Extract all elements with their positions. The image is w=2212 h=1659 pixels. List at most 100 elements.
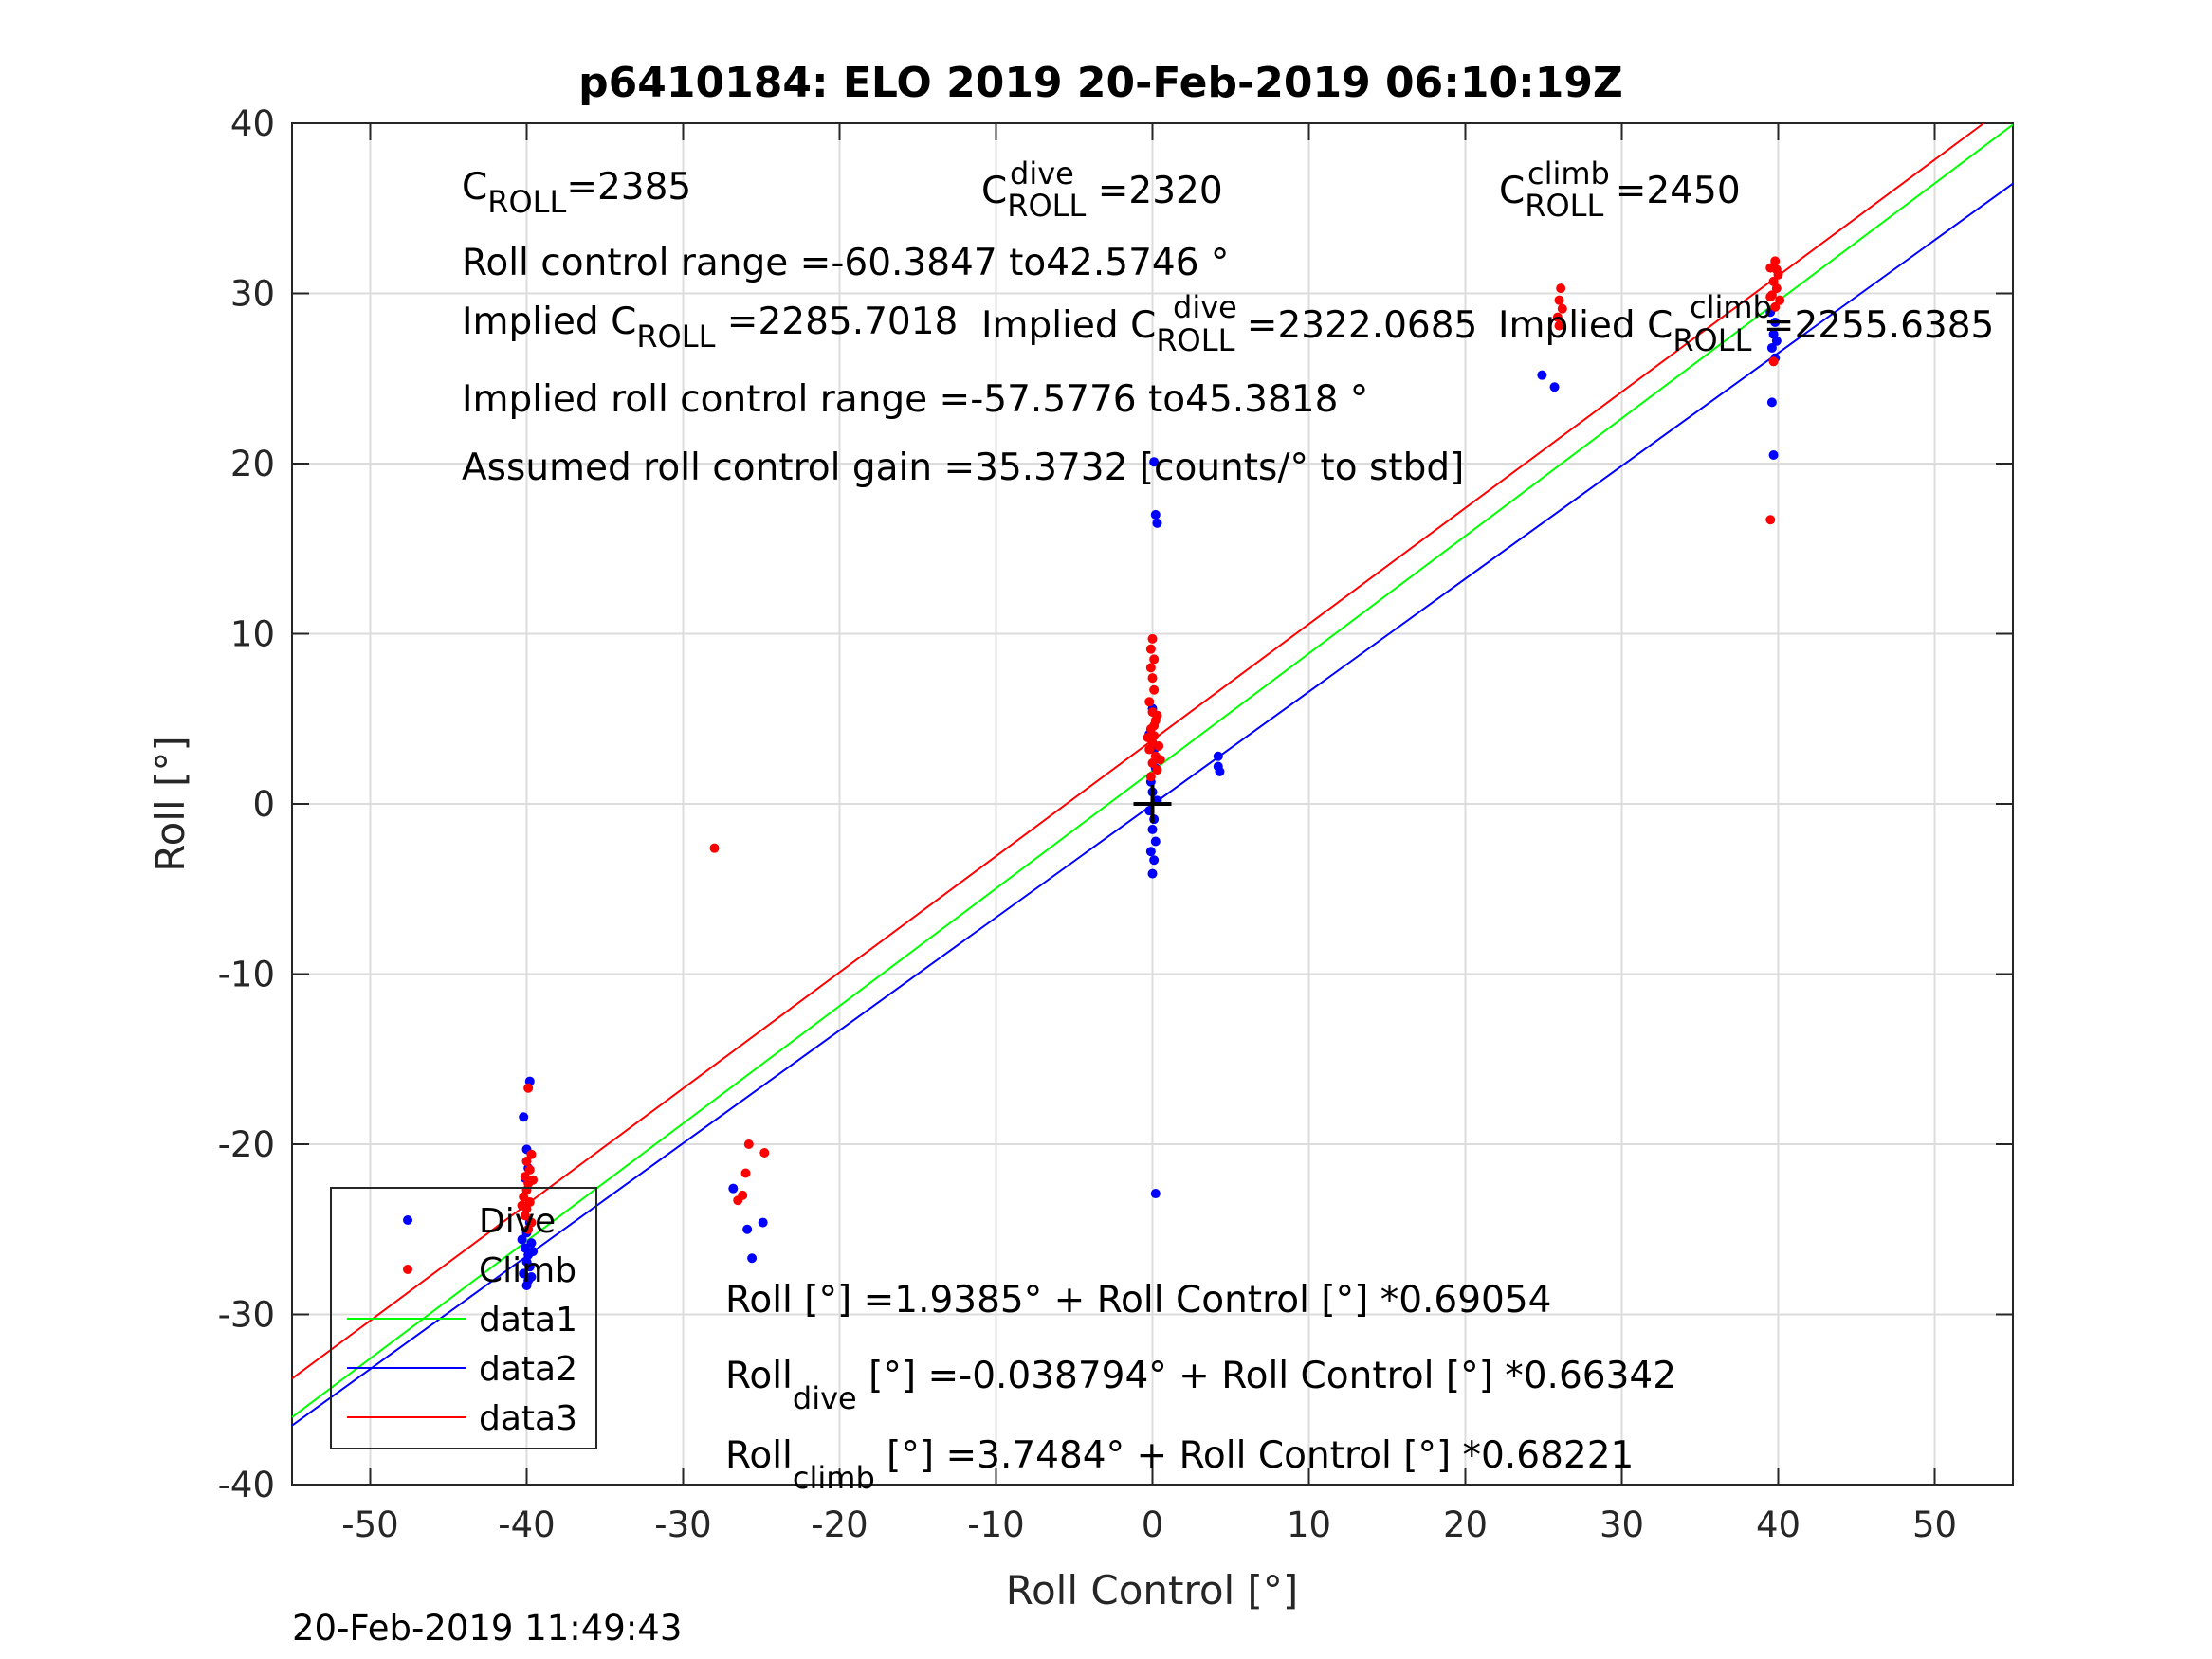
y-tick-label: 40: [230, 103, 275, 144]
point-climb: [1554, 295, 1564, 305]
y-tick-label: 30: [230, 274, 275, 315]
legend-marker-dive: [403, 1215, 412, 1225]
point-climb: [523, 1083, 534, 1093]
point-climb: [1765, 515, 1776, 525]
legend-label-data3: data3: [479, 1399, 577, 1438]
c-roll-annotation: CROLL=2385: [462, 166, 691, 220]
point-dive: [742, 1224, 753, 1234]
x-tick-label: -50: [341, 1504, 398, 1545]
point-dive: [1152, 518, 1162, 528]
implied-c-roll-dive-superscript: dive: [1173, 289, 1237, 325]
point-dive: [1766, 342, 1777, 353]
point-dive: [1768, 450, 1779, 461]
point-climb: [743, 1139, 754, 1149]
implied-c-roll-climb: Implied CROLL =2255.6385: [1498, 304, 1994, 358]
point-dive: [519, 1268, 529, 1279]
point-dive: [526, 1272, 537, 1283]
point-climb: [1144, 697, 1155, 707]
point-climb: [523, 1224, 534, 1234]
point-climb: [1770, 301, 1781, 312]
point-dive: [528, 1247, 539, 1257]
point-dive: [524, 1262, 535, 1272]
point-climb: [759, 1147, 770, 1158]
point-dive: [1150, 1189, 1161, 1199]
x-tick-label: 40: [1756, 1504, 1801, 1545]
y-tick-label: 10: [230, 614, 275, 655]
point-climb: [1554, 320, 1564, 331]
x-tick-label: 50: [1912, 1504, 1957, 1545]
chart-title: p6410184: ELO 2019 20-Feb-2019 06:10:19Z: [578, 59, 1623, 107]
fit-equation-dive: Rolldive [°] =-0.038794° + Roll Control …: [725, 1355, 1676, 1416]
c-roll-climb-superscript: climb: [1527, 155, 1610, 191]
point-climb: [1557, 303, 1567, 314]
legend: Dive Climb data1 data2 data3: [330, 1187, 597, 1449]
point-climb: [1768, 356, 1779, 367]
y-tick-labels: -40 -30 -20 -10 0 10 20 30 40: [218, 103, 275, 1505]
y-tick-label: 0: [252, 784, 275, 825]
point-climb: [520, 1211, 530, 1221]
x-tick-label: -10: [967, 1504, 1024, 1545]
point-climb: [1771, 283, 1782, 294]
point-climb: [1771, 264, 1782, 275]
point-climb: [1145, 663, 1156, 673]
fit-equation-climb: Rollclimb [°] =3.7484° + Roll Control [°…: [725, 1434, 1634, 1496]
point-climb: [1149, 654, 1160, 665]
point-climb: [1770, 256, 1781, 266]
point-dive: [519, 1112, 529, 1122]
point-dive: [526, 1238, 537, 1249]
point-climb: [1556, 283, 1566, 294]
point-dive: [1770, 318, 1781, 328]
point-dive: [1537, 370, 1547, 380]
fit-line-data3: [291, 122, 1984, 1380]
x-tick-label: -40: [498, 1504, 555, 1545]
x-tick-label: -20: [811, 1504, 868, 1545]
axis-ticks: [292, 122, 2013, 1486]
point-dive: [521, 1280, 532, 1290]
point-climb: [1152, 765, 1162, 775]
implied-c-roll-dive: Implied CROLL =2322.0685: [981, 304, 1477, 358]
x-axis-label: Roll Control [°]: [1006, 1567, 1299, 1613]
point-climb: [738, 1190, 748, 1200]
point-dive: [1215, 766, 1225, 776]
x-tick-label: -30: [654, 1504, 711, 1545]
point-dive: [1147, 824, 1158, 834]
point-climb: [517, 1200, 527, 1211]
point-climb: [1765, 292, 1776, 302]
c-roll-climb-annotation: CROLL =2450: [1499, 170, 1741, 224]
x-tick-label: 20: [1443, 1504, 1488, 1545]
point-climb: [521, 1156, 532, 1166]
y-tick-label: -40: [218, 1465, 275, 1505]
y-tick-label: -10: [218, 955, 275, 995]
point-dive: [728, 1183, 739, 1194]
x-tick-label: 10: [1287, 1504, 1331, 1545]
point-dive: [1150, 836, 1161, 847]
point-climb: [519, 1192, 529, 1202]
y-tick-label: 20: [230, 444, 275, 484]
legend-marker-climb: [403, 1265, 412, 1274]
point-climb: [1147, 673, 1158, 684]
point-dive: [758, 1217, 768, 1228]
point-climb: [1552, 312, 1563, 322]
point-climb: [1149, 684, 1160, 695]
legend-box: [330, 1187, 597, 1449]
y-tick-label: -20: [218, 1124, 275, 1165]
point-climb: [1152, 710, 1162, 720]
point-climb: [1147, 757, 1158, 768]
point-climb: [1145, 644, 1156, 654]
point-dive: [1149, 855, 1160, 866]
point-dive: [517, 1234, 527, 1245]
point-climb: [1154, 740, 1164, 751]
origin-marker: [1133, 785, 1172, 823]
data-points: [517, 256, 1785, 1290]
point-climb: [740, 1168, 751, 1178]
point-dive: [1768, 329, 1779, 339]
point-climb: [709, 843, 720, 853]
legend-label-dive: Dive: [479, 1202, 556, 1241]
point-climb: [1775, 295, 1785, 305]
x-tick-label: 30: [1600, 1504, 1644, 1545]
roll-control-range: Roll control range =-60.3847 to42.5746 °: [462, 242, 1229, 284]
point-dive: [1150, 509, 1161, 520]
legend-label-climb: Climb: [479, 1251, 576, 1290]
timestamp: 20-Feb-2019 11:49:43: [292, 1608, 682, 1649]
